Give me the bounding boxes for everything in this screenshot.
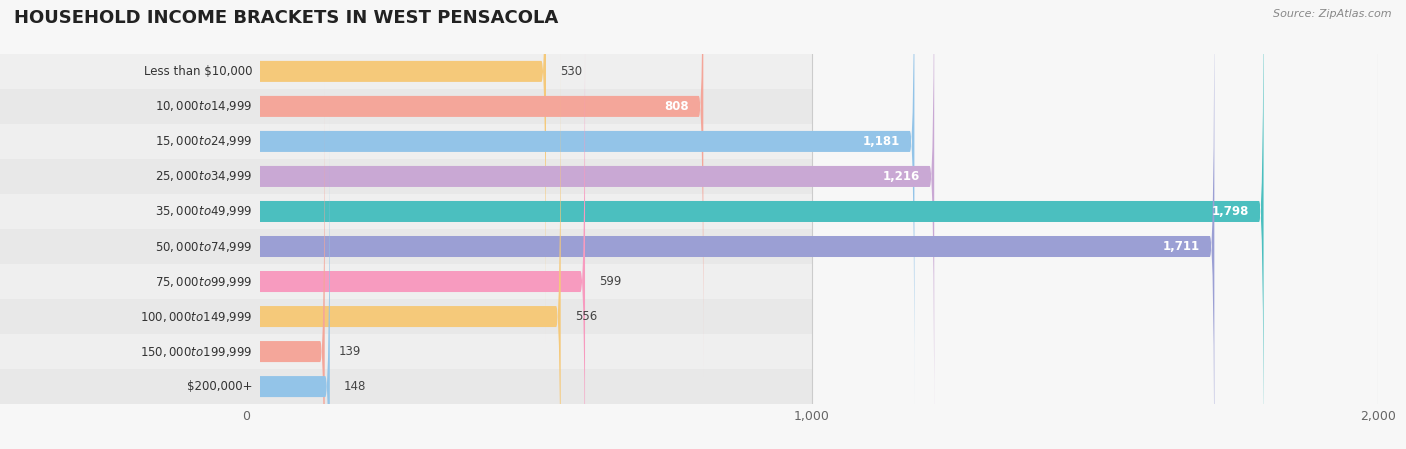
FancyBboxPatch shape (246, 0, 1215, 449)
Text: 556: 556 (575, 310, 598, 323)
Text: $25,000 to $34,999: $25,000 to $34,999 (155, 169, 252, 184)
FancyBboxPatch shape (246, 0, 703, 376)
Text: $35,000 to $49,999: $35,000 to $49,999 (155, 204, 252, 219)
FancyBboxPatch shape (0, 229, 260, 264)
Bar (0, 54, 813, 89)
Text: 1,798: 1,798 (1212, 205, 1250, 218)
FancyBboxPatch shape (246, 82, 325, 449)
Bar (0, 124, 813, 159)
Text: 808: 808 (665, 100, 689, 113)
Text: 1,711: 1,711 (1163, 240, 1201, 253)
Bar (0, 264, 813, 299)
Text: 139: 139 (339, 345, 361, 358)
Bar (0, 194, 813, 229)
Text: $15,000 to $24,999: $15,000 to $24,999 (155, 134, 252, 149)
Text: $75,000 to $99,999: $75,000 to $99,999 (155, 274, 252, 289)
FancyBboxPatch shape (246, 0, 1264, 449)
Text: HOUSEHOLD INCOME BRACKETS IN WEST PENSACOLA: HOUSEHOLD INCOME BRACKETS IN WEST PENSAC… (14, 9, 558, 27)
FancyBboxPatch shape (0, 194, 260, 229)
FancyBboxPatch shape (0, 369, 260, 404)
Text: 1,181: 1,181 (863, 135, 900, 148)
FancyBboxPatch shape (246, 117, 330, 449)
Text: 148: 148 (344, 380, 367, 393)
FancyBboxPatch shape (0, 264, 260, 299)
Bar (0, 229, 813, 264)
Bar (0, 369, 813, 404)
Text: $150,000 to $199,999: $150,000 to $199,999 (139, 344, 252, 359)
FancyBboxPatch shape (246, 0, 914, 411)
Text: Less than $10,000: Less than $10,000 (143, 65, 252, 78)
FancyBboxPatch shape (0, 299, 260, 334)
Text: $100,000 to $149,999: $100,000 to $149,999 (139, 309, 252, 324)
Text: 1,216: 1,216 (883, 170, 920, 183)
FancyBboxPatch shape (0, 159, 260, 194)
FancyBboxPatch shape (0, 334, 260, 369)
Text: Source: ZipAtlas.com: Source: ZipAtlas.com (1274, 9, 1392, 19)
Text: 530: 530 (560, 65, 582, 78)
FancyBboxPatch shape (246, 12, 585, 449)
Text: $200,000+: $200,000+ (187, 380, 252, 393)
FancyBboxPatch shape (0, 89, 260, 124)
Text: 599: 599 (599, 275, 621, 288)
Bar (0, 159, 813, 194)
FancyBboxPatch shape (0, 124, 260, 159)
FancyBboxPatch shape (246, 47, 561, 449)
FancyBboxPatch shape (246, 0, 546, 341)
Text: $10,000 to $14,999: $10,000 to $14,999 (155, 99, 252, 114)
Bar (0, 89, 813, 124)
FancyBboxPatch shape (246, 0, 934, 446)
Text: $50,000 to $74,999: $50,000 to $74,999 (155, 239, 252, 254)
Bar (0, 334, 813, 369)
FancyBboxPatch shape (0, 54, 260, 89)
Bar (0, 299, 813, 334)
